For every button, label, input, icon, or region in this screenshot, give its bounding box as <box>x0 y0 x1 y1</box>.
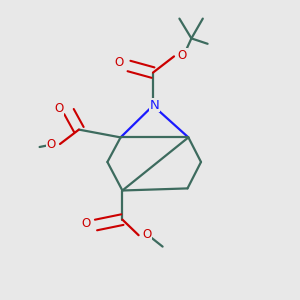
Text: O: O <box>178 49 187 62</box>
Text: N: N <box>150 99 160 112</box>
Text: O: O <box>82 217 91 230</box>
Text: O: O <box>142 228 152 241</box>
Text: O: O <box>55 102 64 115</box>
Text: O: O <box>46 138 56 152</box>
Text: O: O <box>115 56 124 70</box>
